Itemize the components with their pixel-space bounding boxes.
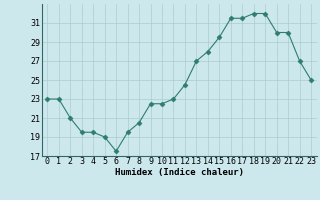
X-axis label: Humidex (Indice chaleur): Humidex (Indice chaleur) [115,168,244,177]
